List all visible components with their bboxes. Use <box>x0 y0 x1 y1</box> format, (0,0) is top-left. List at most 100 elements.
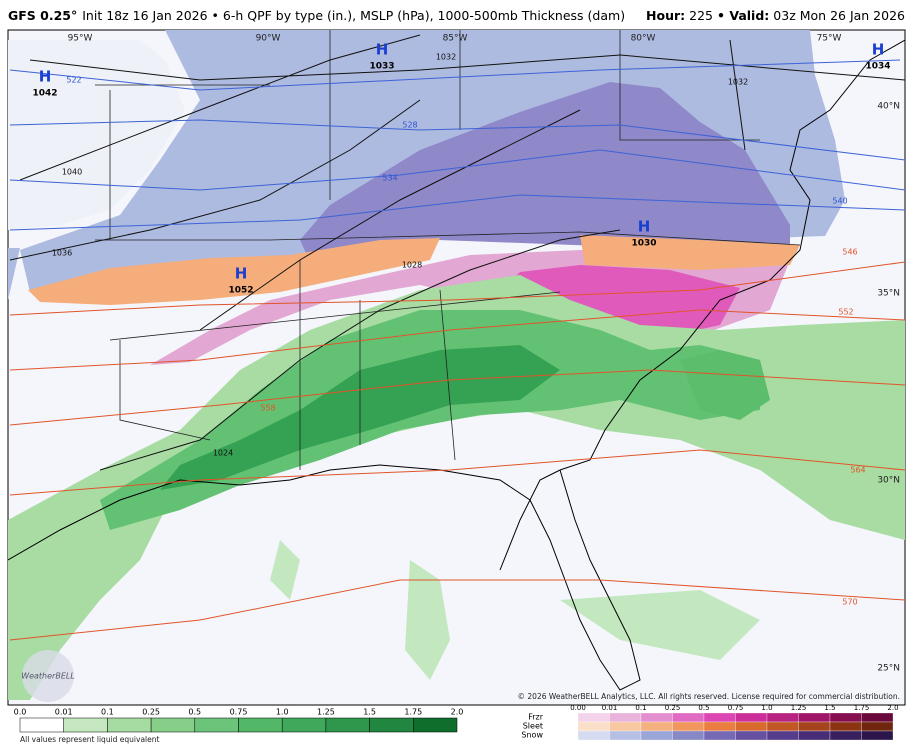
type-tick-label: 0.75 <box>728 704 744 712</box>
type-tick-label: 0.1 <box>635 704 646 712</box>
header-left: GFS 0.25° Init 18z 16 Jan 2026 • 6-h QPF … <box>8 8 625 23</box>
thickness-label: 552 <box>838 308 853 317</box>
type-swatch <box>703 730 736 741</box>
rain-tick-label: 0.75 <box>230 708 248 717</box>
rain-swatch <box>194 717 239 733</box>
latitude-label: 25°N <box>877 664 900 674</box>
longitude-label: 85°W <box>443 34 468 44</box>
type-label: Frzr <box>528 713 544 722</box>
thickness-label: 540 <box>832 197 847 206</box>
model-name: GFS 0.25° <box>8 8 77 23</box>
latitude-label: 40°N <box>877 102 900 112</box>
type-swatch <box>609 712 642 723</box>
rain-tick-label: 0.01 <box>55 708 73 717</box>
thickness-label: 522 <box>66 76 81 85</box>
rain-tick-label: 1.0 <box>276 708 289 717</box>
type-swatch <box>609 730 642 741</box>
legend: All values represent liquid equivalent 0… <box>14 704 899 744</box>
type-swatch <box>766 721 799 732</box>
rain-swatch <box>413 717 458 733</box>
high-symbol: H <box>872 41 885 59</box>
type-tick-label: 0.00 <box>570 704 586 712</box>
type-swatch <box>703 712 736 723</box>
thickness-label: 564 <box>850 466 865 475</box>
rain-swatch <box>107 717 152 733</box>
longitude-label: 90°W <box>256 34 281 44</box>
thickness-label: 570 <box>842 598 857 607</box>
rain-tick-label: 0.0 <box>14 708 27 717</box>
isobar-label: 1040 <box>62 168 82 177</box>
type-swatch <box>577 730 610 741</box>
rain-swatch <box>325 717 370 733</box>
type-swatch <box>672 730 705 741</box>
longitude-label: 95°W <box>68 34 93 44</box>
type-swatch <box>609 721 642 732</box>
high-pressure: 1034 <box>865 62 890 72</box>
precip-fields <box>8 30 905 700</box>
type-tick-label: 0.5 <box>698 704 709 712</box>
isobar-label: 1032 <box>728 78 748 87</box>
rain-swatch <box>63 717 108 733</box>
high-symbol: H <box>638 218 651 236</box>
rain-tick-label: 0.5 <box>188 708 201 717</box>
high-symbol: H <box>235 265 248 283</box>
type-swatch <box>829 712 862 723</box>
borders <box>8 30 905 691</box>
type-swatch <box>766 712 799 723</box>
copyright: © 2026 WeatherBELL Analytics, LLC. All r… <box>518 692 900 701</box>
type-tick-label: 1.5 <box>824 704 835 712</box>
type-swatch <box>672 721 705 732</box>
type-swatch <box>735 712 768 723</box>
type-swatch <box>703 721 736 732</box>
rain-swatch <box>19 717 64 733</box>
high-pressure: 1033 <box>369 62 394 72</box>
hour-label: Hour: <box>646 8 685 23</box>
type-tick-label: 1.75 <box>854 704 870 712</box>
latitude-label: 30°N <box>877 476 900 486</box>
high-pressure: 1030 <box>631 239 656 249</box>
thickness-label: 528 <box>402 121 417 130</box>
thickness-label: 558 <box>260 404 275 413</box>
type-tick-label: 0.01 <box>602 704 618 712</box>
map-title: Init 18z 16 Jan 2026 • 6-h QPF by type (… <box>82 8 625 23</box>
type-swatch <box>640 712 673 723</box>
map: 95°W 90°W 85°W 80°W 75°W 40°N 35°N 30°N 25°N H 104… <box>7 29 906 706</box>
longitude-label: 80°W <box>631 34 656 44</box>
high-symbol: H <box>39 68 52 86</box>
valid-time: 03z Mon 26 Jan 2026 <box>773 8 905 23</box>
type-swatch <box>798 721 831 732</box>
type-swatch <box>640 730 673 741</box>
longitude-label: 75°W <box>817 34 842 44</box>
rain-tick-label: 1.25 <box>317 708 335 717</box>
thickness-label: 546 <box>842 248 857 257</box>
type-swatch <box>861 721 894 732</box>
type-swatch <box>735 730 768 741</box>
rain-tick-label: 2.0 <box>451 708 464 717</box>
legend-note: All values represent liquid equivalent <box>20 735 159 744</box>
logo: WeatherBELL <box>21 672 75 681</box>
high-symbol: H <box>376 41 389 59</box>
logo-badge <box>22 650 74 702</box>
type-swatch <box>766 730 799 741</box>
rain-tick-label: 0.25 <box>142 708 160 717</box>
type-tick-label: 1.25 <box>791 704 807 712</box>
type-tick-label: 1.0 <box>761 704 772 712</box>
high-pressure: 1052 <box>228 286 253 296</box>
type-swatch <box>672 712 705 723</box>
type-tick-label: 2.0 <box>887 704 898 712</box>
rain-swatch <box>150 717 196 733</box>
type-tick-label: 0.25 <box>665 704 681 712</box>
map-labels: 95°W 90°W 85°W 80°W 75°W 40°N 35°N 30°N 25°N H 104… <box>32 34 900 674</box>
type-swatch <box>798 712 831 723</box>
isobar-label: 1032 <box>436 53 456 62</box>
rain-swatch <box>369 717 414 733</box>
type-swatch <box>861 712 894 723</box>
type-swatch <box>577 712 610 723</box>
isobar-label: 1036 <box>52 249 72 258</box>
valid-label: • Valid: <box>717 8 769 23</box>
type-swatch <box>577 721 610 732</box>
hour: 225 <box>689 8 713 23</box>
high-pressure: 1042 <box>32 89 57 99</box>
rain-swatch <box>281 717 327 733</box>
type-swatch <box>829 721 862 732</box>
